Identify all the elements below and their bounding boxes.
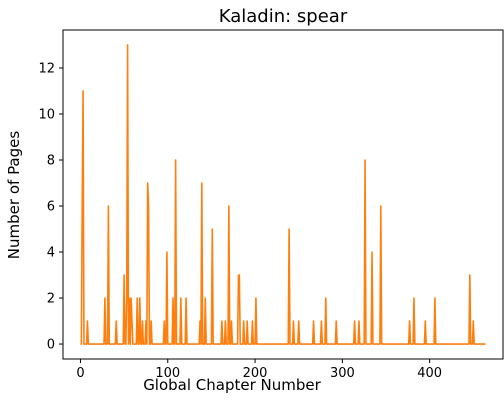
y-tick-label: 8 <box>47 153 55 168</box>
x-tick-label: 0 <box>76 366 84 381</box>
x-axis-label: Global Chapter Number <box>143 376 321 394</box>
y-tick-label: 4 <box>47 246 55 261</box>
x-axis: 0 100 200 300 400 <box>76 359 442 381</box>
y-tick-label: 0 <box>47 338 55 353</box>
y-tick-label: 2 <box>47 292 55 307</box>
plot-frame <box>62 29 504 360</box>
y-tick-label: 12 <box>38 61 55 76</box>
series-line-0 <box>80 44 486 345</box>
y-tick-label: 6 <box>47 200 55 215</box>
x-tick-label: 100 <box>155 366 180 381</box>
x-tick-label: 300 <box>330 366 355 381</box>
chart-title: Kaladin: spear <box>219 6 348 27</box>
y-tick-label: 10 <box>38 107 55 122</box>
y-axis-label: Number of Pages <box>5 131 23 260</box>
x-tick-label: 200 <box>243 366 268 381</box>
x-tick-label: 400 <box>417 366 442 381</box>
plot-area <box>80 44 486 345</box>
y-axis: 0 2 4 6 8 10 12 <box>38 61 63 353</box>
